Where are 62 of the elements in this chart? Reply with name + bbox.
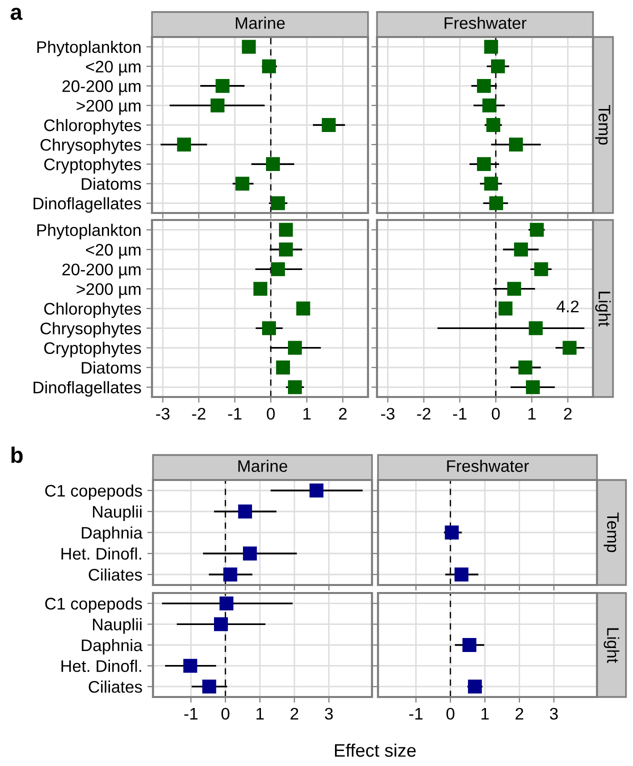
y-tick-label: Cryptophytes xyxy=(44,158,141,174)
y-tick-label: Dinoflagellates xyxy=(34,197,141,213)
y-tick-label: Ciliates xyxy=(88,680,142,693)
y-tick-label: C1 copepods xyxy=(45,484,142,500)
x-tick-label: -3 xyxy=(381,408,394,420)
y-tick-label: >200 µm xyxy=(76,100,140,115)
y-tick-label: Daphnia xyxy=(82,638,143,654)
y-tick-label: 20-200 µm xyxy=(62,264,140,279)
y-tick-label: Het. Dinofl. xyxy=(62,547,142,560)
y-tick-label: <20 µm xyxy=(86,60,140,76)
chart-title: Marine xyxy=(236,16,285,29)
y-tick-label: Phytoplankton xyxy=(37,224,141,240)
chart-title: Freshwater xyxy=(444,16,526,29)
x-axis-title: Effect size xyxy=(334,744,416,757)
y-tick-label: Nauplii xyxy=(93,505,142,521)
x-tick-label: -3 xyxy=(156,408,170,420)
x-tick-label: -2 xyxy=(417,408,430,420)
y-tick-label: Dinoflagellates xyxy=(34,381,141,397)
y-tick-label: 20-200 µm xyxy=(62,80,140,96)
x-tick-label: 2 xyxy=(339,408,347,420)
x-tick-label: -2 xyxy=(192,408,206,420)
x-tick-label: -1 xyxy=(409,708,423,720)
y-tick-label: Daphnia xyxy=(82,526,143,542)
x-tick-label: 1 xyxy=(482,708,489,720)
x-tick-label: 2 xyxy=(516,708,524,720)
y-tick-label: Nauplii xyxy=(93,618,142,634)
y-tick-label: Chlorophytes xyxy=(44,302,141,318)
y-tick-label: Diatoms xyxy=(82,178,141,190)
x-tick-label: 3 xyxy=(550,708,558,720)
x-tick-label: -1 xyxy=(184,708,198,720)
annotation: 4.2 xyxy=(556,300,579,312)
x-tick-label: 1 xyxy=(303,408,311,420)
x-tick-label: 3 xyxy=(324,708,333,720)
y-tick-label: Ciliates xyxy=(88,568,142,581)
x-tick-label: 0 xyxy=(266,408,275,420)
x-tick-label: 2 xyxy=(290,708,298,720)
x-tick-label: 1 xyxy=(528,408,536,420)
y-tick-label: <20 µm xyxy=(86,244,140,259)
y-tick-label: >200 µm xyxy=(76,283,140,298)
text: b xyxy=(11,446,23,463)
y2-axis-title: Light xyxy=(595,292,611,326)
chart-title: Marine xyxy=(238,460,288,472)
y-tick-label: Chrysophytes xyxy=(40,138,141,154)
y2-axis-title: Temp xyxy=(595,105,610,145)
x-tick-label: 0 xyxy=(221,708,230,720)
x-tick-label: 1 xyxy=(256,708,264,720)
y-tick-label: C1 copepods xyxy=(45,597,142,613)
chart-title: Freshwater xyxy=(447,460,529,472)
y-tick-label: Diatoms xyxy=(82,361,141,374)
y-tick-label: Het. Dinofl. xyxy=(62,660,142,672)
y2-axis-title: Light xyxy=(604,628,620,663)
y-tick-label: Chlorophytes xyxy=(44,118,141,134)
y2-axis-title: Temp xyxy=(604,512,619,552)
x-tick-label: 2 xyxy=(564,408,572,420)
y-tick-label: Cryptophytes xyxy=(44,342,141,358)
x-tick-label: -1 xyxy=(228,408,242,420)
text: a xyxy=(10,8,22,20)
x-tick-label: -1 xyxy=(453,408,466,420)
x-tick-label: 0 xyxy=(446,708,454,720)
x-tick-label: 0 xyxy=(492,408,500,420)
y-tick-label: Phytoplankton xyxy=(37,40,141,56)
y-tick-label: Chrysophytes xyxy=(40,322,141,338)
